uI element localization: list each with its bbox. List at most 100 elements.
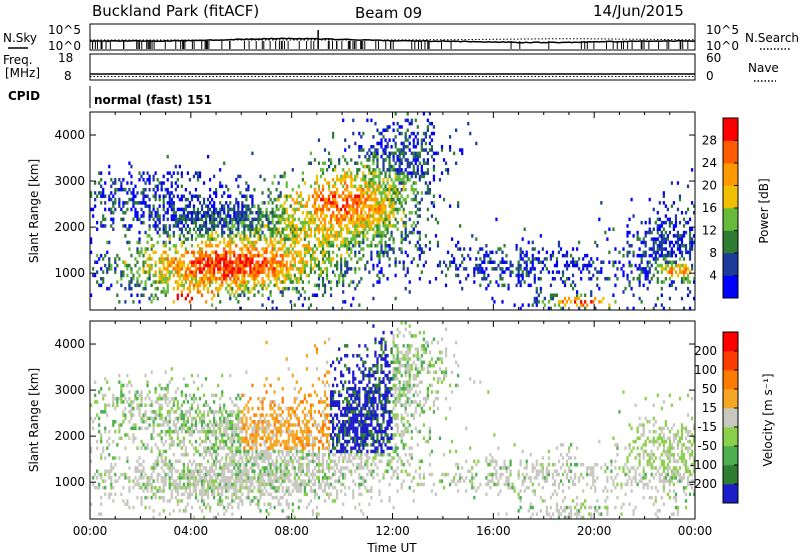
power-cell: [192, 286, 196, 291]
power-cell: [241, 280, 244, 284]
power-cell: [362, 253, 365, 258]
velocity-cell: [200, 509, 204, 513]
power-cell: [402, 184, 405, 189]
power-cell: [104, 253, 107, 258]
power-cell: [289, 277, 292, 281]
power-cell: [688, 217, 692, 222]
power-cell: [291, 286, 294, 291]
power-cell: [241, 240, 244, 245]
velocity-cell: [134, 482, 137, 487]
power-cell: [473, 267, 476, 271]
power-cell: [217, 263, 220, 268]
power-cell: [144, 201, 147, 205]
velocity-cell: [225, 495, 228, 500]
power-cell: [378, 141, 381, 146]
velocity-cell: [188, 429, 192, 434]
power-cell: [334, 164, 337, 169]
power-cell: [279, 191, 282, 195]
power-cell: [442, 197, 446, 202]
power-cell: [499, 273, 502, 278]
power-cell: [285, 250, 288, 255]
power-cell: [275, 263, 278, 268]
velocity-cell: [184, 486, 187, 490]
power-cell: [541, 267, 544, 271]
power-cell: [245, 237, 248, 241]
power-cell: [132, 191, 135, 195]
power-cell: [678, 220, 682, 225]
power-cell: [376, 217, 379, 222]
power-cell: [354, 267, 357, 271]
power-cell: [412, 227, 415, 231]
power-cell: [206, 237, 210, 241]
power-cell: [332, 306, 335, 311]
power-cell: [370, 191, 373, 195]
power-cell: [561, 270, 565, 274]
velocity-cell: [126, 459, 129, 464]
power-cell: [303, 224, 306, 228]
power-cell: [571, 247, 575, 251]
velocity-cell: [96, 486, 99, 490]
power-cell: [360, 257, 363, 261]
power-cell: [450, 253, 454, 258]
power-cell: [132, 300, 135, 304]
power-cell: [251, 224, 254, 228]
power-cell: [277, 263, 280, 268]
power-cell: [283, 217, 286, 222]
power-cell: [414, 154, 417, 159]
power-cell: [206, 257, 210, 261]
power-cell: [200, 270, 204, 274]
power-cell: [196, 197, 200, 202]
power-cell: [96, 280, 99, 284]
power-cell: [360, 277, 363, 281]
power-cell: [588, 277, 591, 281]
velocity-cell: [162, 393, 165, 398]
power-cell: [386, 168, 389, 172]
power-cell: [164, 293, 167, 297]
power-cell: [668, 283, 671, 288]
power-cell: [289, 250, 292, 255]
power-cell: [668, 270, 671, 274]
power-cell: [267, 227, 270, 231]
velocity-cell: [174, 486, 177, 490]
power-cell: [376, 154, 379, 159]
power-cell: [398, 154, 401, 159]
power-cell: [634, 263, 637, 268]
velocity-cell: [223, 446, 226, 450]
power-cell: [354, 244, 357, 248]
power-cell: [424, 234, 427, 238]
power-cell: [334, 197, 337, 202]
power-cell: [206, 253, 210, 258]
power-cell: [253, 283, 256, 288]
power-cell: [164, 244, 167, 248]
power-cell: [128, 197, 131, 202]
power-cell: [221, 184, 224, 189]
velocity-cell: [186, 476, 190, 480]
power-cell: [313, 207, 317, 212]
power-cell: [182, 214, 185, 218]
power-cell: [378, 253, 381, 258]
power-cell: [108, 257, 111, 261]
power-cell: [303, 230, 306, 235]
power-cell: [136, 277, 139, 281]
power-cell: [410, 131, 413, 136]
power-cell: [208, 244, 212, 248]
power-cell: [150, 244, 153, 248]
power-cell: [346, 184, 349, 189]
power-cell: [108, 267, 111, 271]
power-cell: [269, 197, 272, 202]
power-cell: [243, 280, 246, 284]
power-cell: [313, 204, 317, 208]
power-cell: [229, 263, 232, 268]
power-cell: [388, 158, 391, 162]
power-cell: [660, 280, 663, 284]
power-cell: [332, 194, 335, 198]
power-cell: [108, 286, 111, 291]
power-cell: [656, 257, 659, 261]
power-cell: [237, 211, 240, 215]
velocity-cell: [190, 462, 194, 467]
velocity-cell: [150, 482, 153, 487]
power-cell: [223, 277, 226, 281]
power-cell: [404, 234, 407, 238]
power-cell: [382, 253, 385, 258]
velocity-cell: [188, 433, 192, 437]
